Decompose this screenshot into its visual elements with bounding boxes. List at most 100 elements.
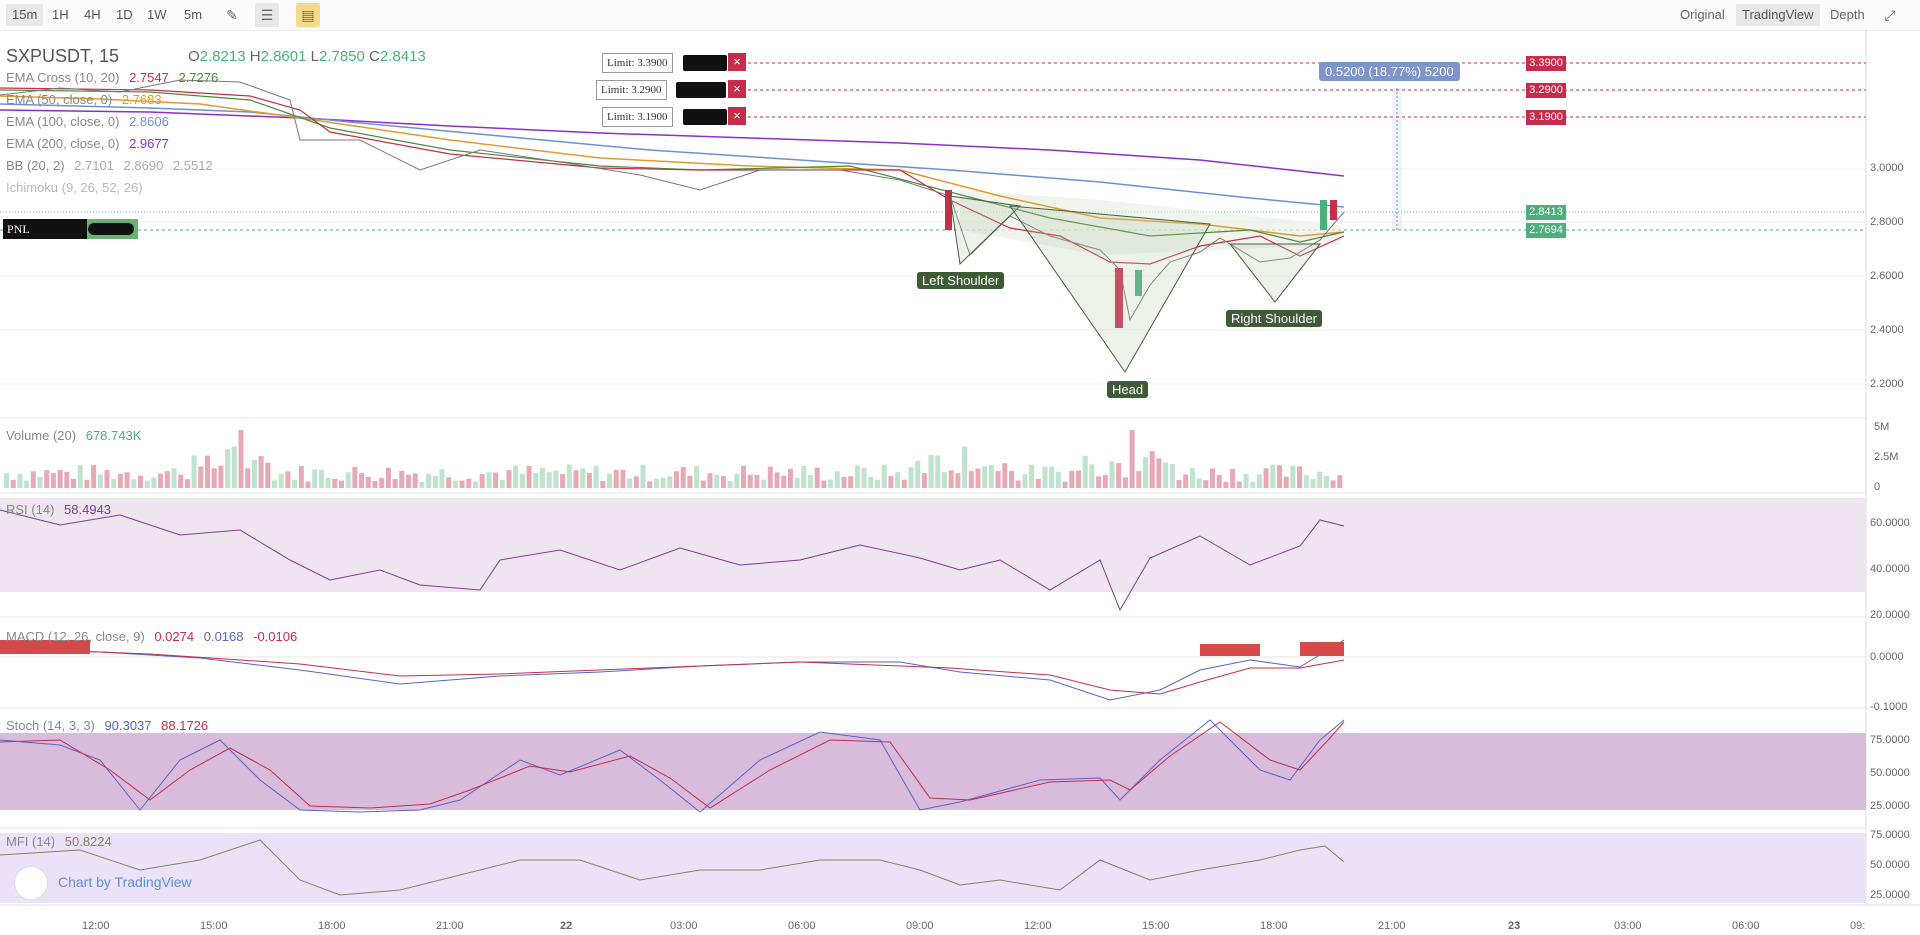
limit-order-3[interactable]: Limit: 3.1900 [602,107,673,127]
branding-link[interactable]: Chart by TradingView [58,874,192,890]
tradingview-logo-icon[interactable] [14,866,48,900]
volume-bar [164,471,170,488]
chart-canvas[interactable] [0,30,1920,935]
volume-bar [573,470,579,488]
volume-bar [211,468,217,488]
time-axis-label: 03:00 [1614,920,1642,932]
volume-bar [285,471,291,488]
volume-bar [781,475,787,488]
volume-bar [1277,465,1282,488]
candle [1115,268,1123,328]
legend-mfi[interactable]: MFI (14) 50.8224 [6,834,112,849]
price-axis-label: 2.2000 [1870,378,1904,390]
close-price-line [0,79,1345,322]
volume-bar [325,477,331,488]
notes-icon[interactable]: ▤ [296,3,320,27]
legend-rsi[interactable]: RSI (14) 58.4943 [6,502,112,517]
pattern-head: Head [1107,381,1149,398]
volume-bar [921,473,927,488]
legend-stoch[interactable]: Stoch (14, 3, 3) 90.3037 88.1726 [6,718,209,733]
volume-bar [24,480,30,488]
volume-bar [1196,478,1202,488]
interval-4h[interactable]: 4H [84,7,101,22]
volume-bar [928,454,934,488]
interval-1h[interactable]: 1H [52,7,69,22]
volume-bar [640,464,646,488]
rsi-line [0,509,1345,612]
volume-bars [4,430,1343,488]
volume-bar [493,472,499,488]
pencil-icon[interactable]: ✎ [226,7,238,23]
close-icon[interactable]: × [728,107,746,125]
volume-bar [97,474,103,488]
interval-15m[interactable]: 15m [6,4,44,26]
volume-bar [968,471,974,488]
volume-bar [1317,471,1323,488]
legend-ema-cross[interactable]: EMA Cross (10, 20) 2.7547 2.7276 [6,70,219,85]
price-tag-last: 2.8413 [1526,205,1566,220]
volume-bar [406,474,411,488]
volume-bar [881,464,887,488]
view-tradingview[interactable]: TradingView [1736,4,1820,26]
volume-bar [158,473,164,488]
volume-bar [238,430,244,488]
view-original[interactable]: Original [1680,7,1725,22]
volume-bar [365,476,371,488]
volume-bar [915,460,921,488]
legend-macd[interactable]: MACD (12, 26, close, 9) 0.0274 0.0168 -0… [6,629,298,644]
volume-bar [1136,471,1142,488]
interval-1w[interactable]: 1W [147,7,167,22]
legend-ema-50[interactable]: EMA (50, close, 0) 2.7683 [6,92,162,107]
legend-ichimoku[interactable]: Ichimoku (9, 26, 52, 26) [6,180,143,195]
legend-bb[interactable]: BB (20, 2) 2.7101 2.8690 2.5512 [6,158,213,173]
volume-bar [452,480,458,488]
volume-bar [385,467,391,488]
volume-bar [633,476,639,488]
volume-bar [305,481,311,488]
volume-bar [586,472,592,488]
minute-select[interactable]: 5m [184,7,203,22]
volume-bar [4,473,9,488]
time-axis-label: 23 [1508,920,1521,932]
volume-bar [506,470,512,488]
volume-bar [754,474,760,488]
volume-bar [600,481,606,488]
limit-lines [748,62,1866,118]
settings-sliders-icon[interactable]: ☰ [255,3,279,27]
volume-bar [1109,461,1115,488]
volume-bar [318,470,324,488]
volume-bar [231,446,237,488]
close-icon[interactable]: × [728,80,746,98]
ema-20-line [0,89,1345,243]
volume-bar [64,471,70,488]
volume-bar [1022,474,1028,488]
ohlc-open: 2.8213 [199,48,246,65]
volume-bar [251,459,257,488]
volume-bar [828,479,834,488]
time-axis-label: 12:00 [1024,920,1052,932]
legend-volume[interactable]: Volume (20) 678.743K [6,428,142,443]
volume-bar [1216,474,1222,488]
legend-ema-200[interactable]: EMA (200, close, 0) 2.9677 [6,136,169,151]
stoch-d-line [0,721,1345,809]
volume-bar [1263,468,1269,488]
volume-bar [700,480,706,488]
volume-bar [613,470,619,488]
volume-bar [57,469,63,488]
limit-order-2[interactable]: Limit: 3.2900 [596,80,667,100]
fullscreen-icon[interactable]: ⤢ [1884,7,1896,23]
volume-bar [848,476,854,488]
measure-box [1392,88,1402,230]
volume-bar [1290,465,1296,488]
volume-bar [144,480,150,488]
limit-order-1[interactable]: Limit: 3.3900 [602,53,673,73]
view-depth[interactable]: Depth [1830,7,1865,22]
price-tag-limit-1: 3.3900 [1526,56,1566,71]
price-axis-label: 3.0000 [1870,162,1904,174]
interval-1d[interactable]: 1D [116,7,133,22]
volume-bar [526,466,532,488]
volume-bar [566,464,572,488]
close-icon[interactable]: × [728,53,746,71]
legend-ema-100[interactable]: EMA (100, close, 0) 2.8606 [6,114,169,129]
volume-bar [1283,476,1289,488]
